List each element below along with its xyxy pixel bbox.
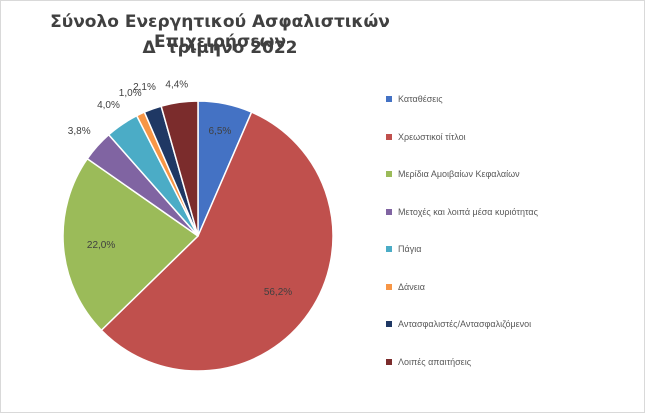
legend-item: Αντασφαλιστές/Αντασφαλιζόμενοι	[386, 317, 531, 331]
pie-slice	[160, 100, 199, 237]
legend-label: Λοιπές απαιτήσεις	[398, 356, 472, 367]
data-label: 4,4%	[165, 80, 188, 91]
data-label: 3,8%	[68, 126, 91, 137]
legend-label: Καταθέσεις	[398, 94, 443, 104]
legend-swatch	[386, 208, 392, 215]
legend-item: Πάγια	[386, 242, 421, 256]
legend-swatch	[386, 171, 392, 177]
data-label: 4,0%	[97, 100, 120, 111]
data-label: 22,0%	[87, 240, 115, 251]
legend-swatch	[386, 133, 392, 140]
legend-label: Μετοχές και λοιπά μέσα κυριότητας	[398, 206, 538, 217]
legend-swatch	[386, 283, 392, 290]
chart-title: Σύνολο Ενεργητικού Ασφαλιστικών Επιχειρή…	[50, 12, 390, 52]
data-label: 56,2%	[264, 287, 292, 298]
legend-item: Μερίδια Αμοιβαίων Κεφαλαίων	[386, 167, 520, 181]
legend-item: Μετοχές και λοιπά μέσα κυριότητας	[386, 205, 538, 219]
legend-label: Αντασφαλιστές/Αντασφαλιζόμενοι	[398, 319, 532, 329]
legend-swatch	[386, 96, 392, 102]
legend-swatch	[386, 246, 392, 252]
legend-item: Καταθέσεις	[386, 92, 443, 106]
legend-label: Πάγια	[398, 244, 422, 254]
legend-label: Χρεωστικοί τίτλοι	[398, 131, 466, 142]
pie-slice	[62, 157, 200, 332]
legend-item: Δάνεια	[386, 280, 425, 294]
data-label: 1,0%	[119, 88, 142, 99]
legend-swatch	[386, 321, 392, 327]
chart-subtitle: Δ' τρίμηνο 2022	[142, 38, 298, 58]
legend-item: Χρεωστικοί τίτλοι	[386, 130, 466, 144]
legend-item: Λοιπές απαιτήσεις	[386, 355, 471, 369]
legend-label: Μερίδια Αμοιβαίων Κεφαλαίων	[398, 169, 520, 179]
data-label: 6,5%	[209, 126, 232, 137]
pie-slice	[100, 111, 334, 372]
data-label: 2,1%	[133, 82, 156, 93]
legend-swatch	[386, 358, 392, 365]
legend-label: Δάνεια	[398, 281, 425, 292]
